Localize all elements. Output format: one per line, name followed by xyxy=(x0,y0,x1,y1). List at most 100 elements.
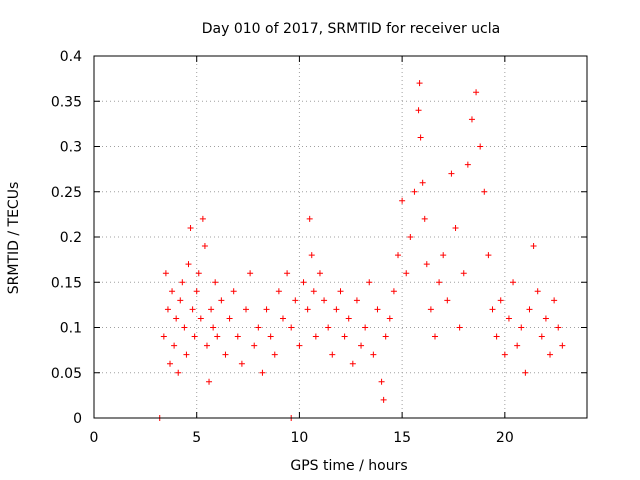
data-point xyxy=(444,297,451,304)
data-point xyxy=(173,315,180,322)
data-point xyxy=(473,89,480,96)
data-point xyxy=(212,279,219,286)
data-point xyxy=(306,215,313,222)
data-point xyxy=(259,369,266,376)
data-point xyxy=(312,333,319,340)
data-point xyxy=(366,279,373,286)
data-point xyxy=(411,188,418,195)
data-point xyxy=(378,378,385,385)
data-point xyxy=(279,315,286,322)
data-point xyxy=(456,324,463,331)
data-point xyxy=(251,342,258,349)
data-point xyxy=(489,306,496,313)
y-tick-label: 0.2 xyxy=(60,230,82,246)
data-point xyxy=(181,324,188,331)
data-point xyxy=(547,351,554,358)
y-tick-label: 0.1 xyxy=(60,321,82,337)
data-point xyxy=(208,306,215,313)
data-point xyxy=(421,215,428,222)
data-point xyxy=(218,297,225,304)
data-point xyxy=(419,179,426,186)
data-point xyxy=(206,378,213,385)
data-point xyxy=(333,306,340,313)
data-point xyxy=(493,333,500,340)
x-tick-label: 15 xyxy=(393,430,411,446)
y-axis-ticks: 0 0.05 0.1 0.15 0.2 0.25 0.3 0.35 0.4 xyxy=(51,49,587,427)
data-point xyxy=(160,333,167,340)
data-point xyxy=(518,324,525,331)
y-tick-label: 0 xyxy=(73,411,82,427)
data-point xyxy=(230,288,237,295)
data-point xyxy=(526,306,533,313)
data-point xyxy=(183,351,190,358)
data-point xyxy=(452,224,459,231)
data-point xyxy=(485,252,492,259)
data-point xyxy=(203,342,210,349)
data-point xyxy=(177,297,184,304)
data-point xyxy=(238,360,245,367)
data-point xyxy=(247,270,254,277)
data-point xyxy=(321,297,328,304)
data-point xyxy=(415,107,422,114)
data-point xyxy=(417,134,424,141)
data-point xyxy=(329,351,336,358)
grid xyxy=(94,56,587,418)
data-point xyxy=(460,270,467,277)
x-axis-label: GPS time / hours xyxy=(290,458,407,474)
data-point xyxy=(169,288,176,295)
data-point xyxy=(382,333,389,340)
data-point xyxy=(255,324,262,331)
data-point xyxy=(390,288,397,295)
y-axis-label: SRMTID / TECUs xyxy=(6,182,22,295)
data-point xyxy=(300,279,307,286)
data-point xyxy=(288,324,295,331)
data-point xyxy=(341,333,348,340)
data-point xyxy=(497,297,504,304)
data-point xyxy=(399,197,406,204)
data-point xyxy=(510,279,517,286)
data-point xyxy=(534,288,541,295)
x-tick-label: 0 xyxy=(90,430,99,446)
data-point xyxy=(308,252,315,259)
data-point xyxy=(171,342,178,349)
data-point xyxy=(234,333,241,340)
data-point xyxy=(316,270,323,277)
data-point xyxy=(559,342,566,349)
data-point xyxy=(542,315,549,322)
data-point xyxy=(370,351,377,358)
data-point xyxy=(514,342,521,349)
data-point xyxy=(304,306,311,313)
x-axis-ticks: 0 5 10 15 20 xyxy=(90,56,514,446)
data-point xyxy=(271,351,278,358)
data-point xyxy=(263,306,270,313)
data-point xyxy=(505,315,512,322)
data-point xyxy=(464,161,471,168)
x-tick-label: 20 xyxy=(496,430,514,446)
data-point xyxy=(353,297,360,304)
data-point xyxy=(448,170,455,177)
data-point xyxy=(284,270,291,277)
data-point xyxy=(162,270,169,277)
data-point xyxy=(179,279,186,286)
data-point xyxy=(226,315,233,322)
x-tick-label: 5 xyxy=(192,430,201,446)
data-point xyxy=(175,369,182,376)
data-point xyxy=(431,333,438,340)
data-point xyxy=(164,306,171,313)
data-point xyxy=(481,188,488,195)
y-tick-label: 0.35 xyxy=(51,94,82,110)
data-point xyxy=(416,80,423,87)
data-point xyxy=(187,224,194,231)
data-point xyxy=(477,143,484,150)
data-point xyxy=(530,243,537,250)
data-point xyxy=(310,288,317,295)
data-point xyxy=(522,369,529,376)
data-point xyxy=(407,234,414,240)
data-point xyxy=(201,243,208,250)
y-tick-label: 0.15 xyxy=(51,275,82,291)
y-tick-label: 0.4 xyxy=(60,49,82,65)
data-point xyxy=(325,324,332,331)
data-point xyxy=(555,324,562,331)
